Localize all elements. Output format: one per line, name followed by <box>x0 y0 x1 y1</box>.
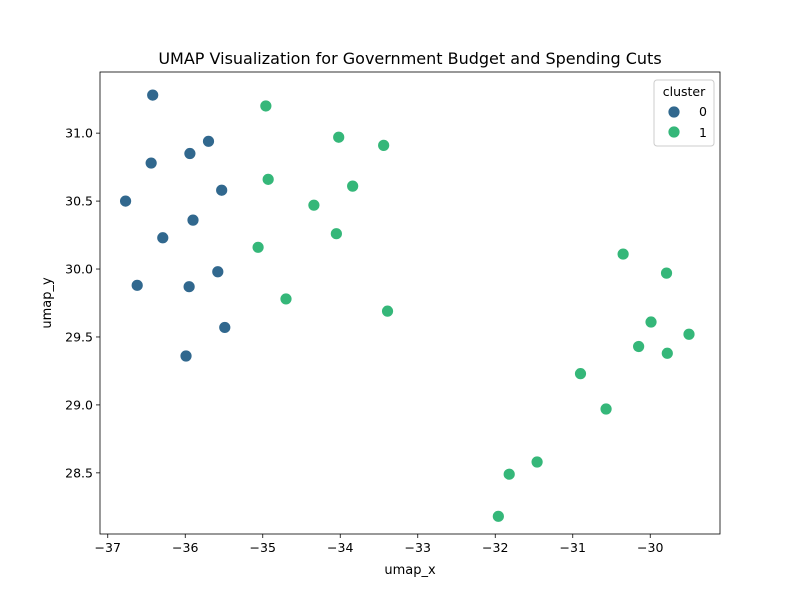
x-tick-label: −37 <box>95 540 121 555</box>
data-point-cluster-1 <box>491 509 505 523</box>
data-point-cluster-1 <box>381 304 394 318</box>
data-point-cluster-0 <box>182 280 196 294</box>
y-axis-ticks: 28.5 29.0 29.5 30.0 30.5 31.0 <box>65 126 100 480</box>
x-tick-label: −34 <box>327 540 353 555</box>
data-point-cluster-1 <box>644 315 658 329</box>
y-axis-label: umap_y <box>40 277 55 329</box>
x-tick-label: −36 <box>172 540 198 555</box>
legend-label-cluster-0: 0 <box>699 104 707 119</box>
y-tick-label: 30.5 <box>65 194 93 209</box>
chart-title: UMAP Visualization for Government Budget… <box>158 49 661 68</box>
data-point-cluster-0 <box>146 88 160 102</box>
data-point-cluster-0 <box>218 321 232 334</box>
data-point-cluster-1 <box>332 130 346 144</box>
data-point-cluster-0 <box>183 147 197 160</box>
data-point-cluster-1 <box>682 327 696 341</box>
x-axis-label: umap_x <box>384 563 436 578</box>
legend-label-cluster-1: 1 <box>699 125 707 140</box>
y-tick-label: 28.5 <box>65 465 93 480</box>
data-point-cluster-0 <box>211 265 225 279</box>
data-point-cluster-1 <box>307 198 321 212</box>
data-point-cluster-0 <box>144 156 158 170</box>
data-point-cluster-0 <box>119 194 132 208</box>
data-point-cluster-1 <box>632 340 646 353</box>
data-point-cluster-1 <box>251 240 265 254</box>
x-tick-label: −31 <box>560 540 586 555</box>
data-point-cluster-0 <box>215 183 229 197</box>
x-tick-label: −32 <box>482 540 508 555</box>
data-point-cluster-1 <box>377 138 391 152</box>
data-point-cluster-0 <box>130 278 144 292</box>
y-tick-label: 29.0 <box>65 397 93 412</box>
data-point-cluster-1 <box>599 402 613 416</box>
data-point-cluster-1 <box>346 179 360 193</box>
data-point-cluster-0 <box>186 213 200 227</box>
x-tick-label: −30 <box>637 540 663 555</box>
data-point-cluster-1 <box>502 467 516 481</box>
x-axis-ticks: −37 −36 −35 −34 −33 −32 −31 −30 <box>95 534 663 555</box>
legend-title: cluster <box>663 84 706 99</box>
data-point-cluster-1 <box>530 455 544 469</box>
x-tick-label: −35 <box>250 540 276 555</box>
legend-marker-cluster-1 <box>667 125 681 139</box>
legend: cluster 0 1 <box>653 79 715 147</box>
data-point-cluster-1 <box>329 227 343 241</box>
data-point-cluster-0 <box>202 134 215 148</box>
data-point-cluster-0 <box>179 349 193 363</box>
data-point-cluster-0 <box>156 231 170 245</box>
x-tick-label: −33 <box>405 540 431 555</box>
data-point-cluster-1 <box>259 99 273 113</box>
data-point-cluster-1 <box>261 172 275 186</box>
y-tick-label: 30.0 <box>65 262 93 277</box>
legend-marker-cluster-0 <box>667 105 681 119</box>
data-points <box>119 88 696 523</box>
data-point-cluster-1 <box>616 247 630 261</box>
data-point-cluster-1 <box>279 292 293 306</box>
plot-frame <box>99 71 721 535</box>
y-tick-label: 29.5 <box>65 329 93 344</box>
data-point-cluster-1 <box>574 367 587 381</box>
data-point-cluster-1 <box>660 266 673 280</box>
data-point-cluster-1 <box>660 346 674 360</box>
y-tick-label: 31.0 <box>65 126 93 141</box>
